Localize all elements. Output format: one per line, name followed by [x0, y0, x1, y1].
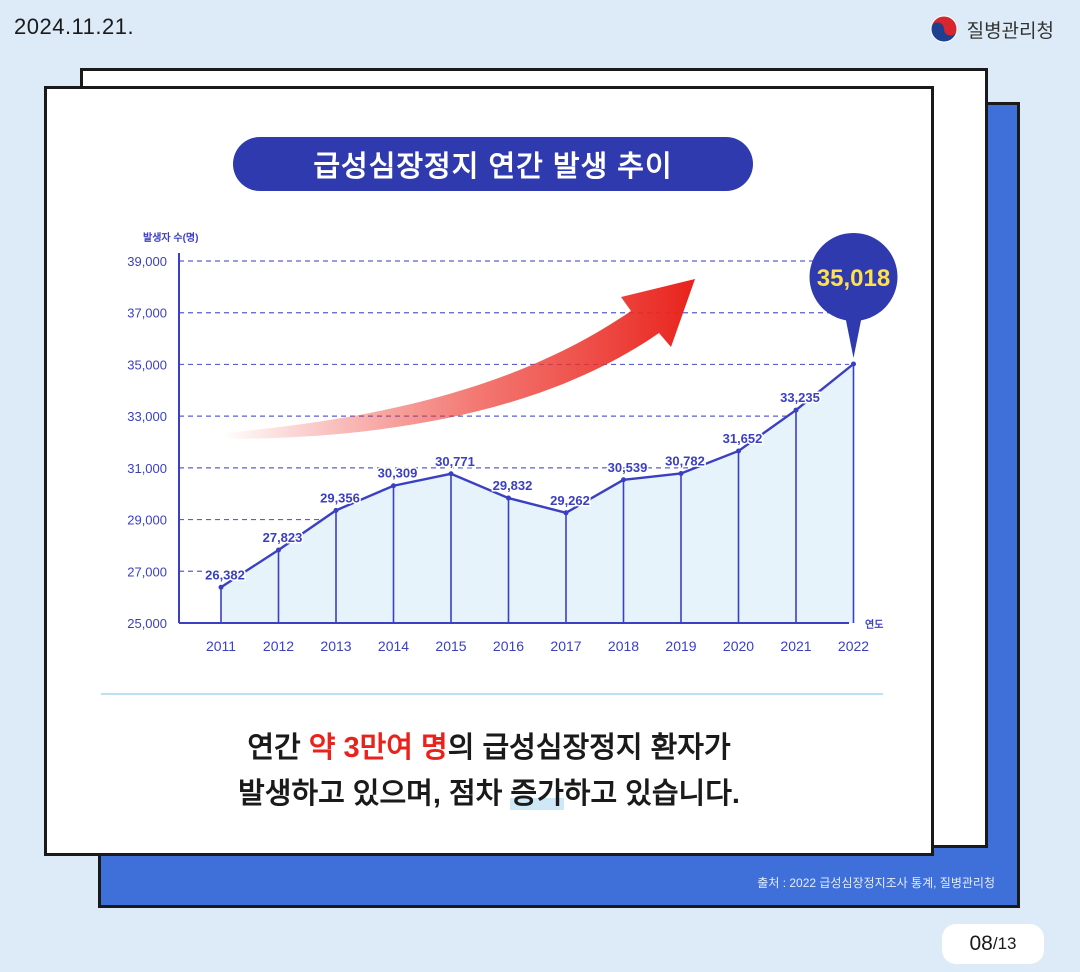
callout-pointer — [844, 312, 863, 358]
org-name: 질병관리청 — [966, 20, 1054, 42]
x-tick-label: 2022 — [838, 638, 869, 654]
caption-part2: 의 급성심장정지 환자가 — [447, 732, 731, 764]
data-point — [276, 547, 281, 553]
x-tick-label: 2014 — [378, 638, 409, 654]
y-tick-label: 29,000 — [127, 513, 167, 528]
data-label: 29,832 — [493, 478, 533, 493]
data-label: 27,823 — [263, 530, 303, 545]
caption-part1: 연간 — [247, 732, 309, 764]
y-tick-label: 27,000 — [127, 564, 167, 579]
y-tick-label: 25,000 — [127, 616, 167, 631]
x-tick-label: 2019 — [665, 638, 696, 654]
data-label: 29,262 — [550, 493, 590, 508]
x-tick-label: 2018 — [608, 638, 639, 654]
y-tick-label: 33,000 — [127, 409, 167, 424]
x-tick-label: 2021 — [780, 638, 811, 654]
x-tick-label: 2013 — [320, 638, 351, 654]
x-tick-label: 2011 — [206, 638, 236, 654]
data-point — [736, 448, 741, 454]
page-total: /13 — [992, 934, 1017, 953]
callout-value: 35,018 — [817, 265, 890, 292]
taegeuk-icon — [930, 15, 958, 43]
data-label: 33,235 — [780, 390, 820, 405]
x-axis-label: 연도 — [865, 618, 883, 631]
data-point — [563, 510, 569, 516]
caption-part4: 하고 있습니다. — [563, 778, 740, 810]
page-indicator: 08/13 — [942, 924, 1044, 964]
data-label: 30,782 — [665, 453, 705, 468]
x-tick-label: 2016 — [493, 638, 524, 654]
y-axis-label: 발생자 수(명) — [143, 231, 198, 244]
data-label: 30,771 — [435, 454, 475, 469]
data-point — [448, 471, 454, 477]
series-line — [220, 363, 855, 589]
callout-bubble: 35,018 — [809, 232, 898, 358]
line-chart: 26,382 27,823 29,356 30,309 30,771 29,832 29,2… — [127, 231, 898, 654]
series-area — [221, 363, 854, 623]
date-stamp: 2024.11.21. — [14, 14, 135, 39]
data-point — [851, 361, 856, 367]
data-point — [218, 584, 224, 590]
caption-highlight: 약 3만여 명 — [308, 732, 448, 764]
data-point — [506, 495, 511, 501]
data-point — [793, 407, 799, 413]
org-logo: 질병관리청 — [929, 14, 1054, 44]
main-card: 급성심장정지 연간 발생 추이 26,382 27,823 29,356 30,309… — [44, 86, 934, 856]
source-note: 출처 : 2022 급성심장정지조사 통계, 질병관리청 — [757, 876, 995, 890]
x-tick-label: 2017 — [550, 638, 581, 654]
data-point — [391, 483, 396, 489]
x-tick-label: 2015 — [435, 638, 466, 654]
x-tick-label: 2012 — [263, 638, 294, 654]
data-label: 26,382 — [205, 567, 245, 582]
caption-text: 연간 약 3만여 명의 급성심장정지 환자가 발생하고 있으며, 점차 증가하고… — [47, 725, 931, 817]
page-current: 08 — [969, 932, 993, 955]
divider — [101, 693, 883, 695]
callout-circle — [809, 232, 898, 321]
y-tick-label: 39,000 — [127, 254, 167, 269]
trend-arrow-icon — [223, 279, 695, 439]
data-label: 30,539 — [608, 460, 648, 475]
caption-part3: 발생하고 있으며, 점차 — [238, 778, 511, 810]
data-label: 30,309 — [378, 466, 418, 481]
data-point — [621, 477, 626, 483]
y-tick-label: 31,000 — [127, 461, 167, 476]
y-tick-label: 37,000 — [127, 306, 167, 321]
data-point — [333, 507, 339, 513]
x-tick-label: 2020 — [723, 638, 754, 654]
chart-title: 급성심장정지 연간 발생 추이 — [233, 137, 753, 191]
data-label: 29,356 — [320, 490, 360, 505]
data-point — [678, 470, 684, 476]
caption-underlined: 증가 — [510, 778, 564, 810]
y-tick-label: 35,000 — [127, 357, 167, 372]
data-label: 31,652 — [723, 431, 763, 446]
